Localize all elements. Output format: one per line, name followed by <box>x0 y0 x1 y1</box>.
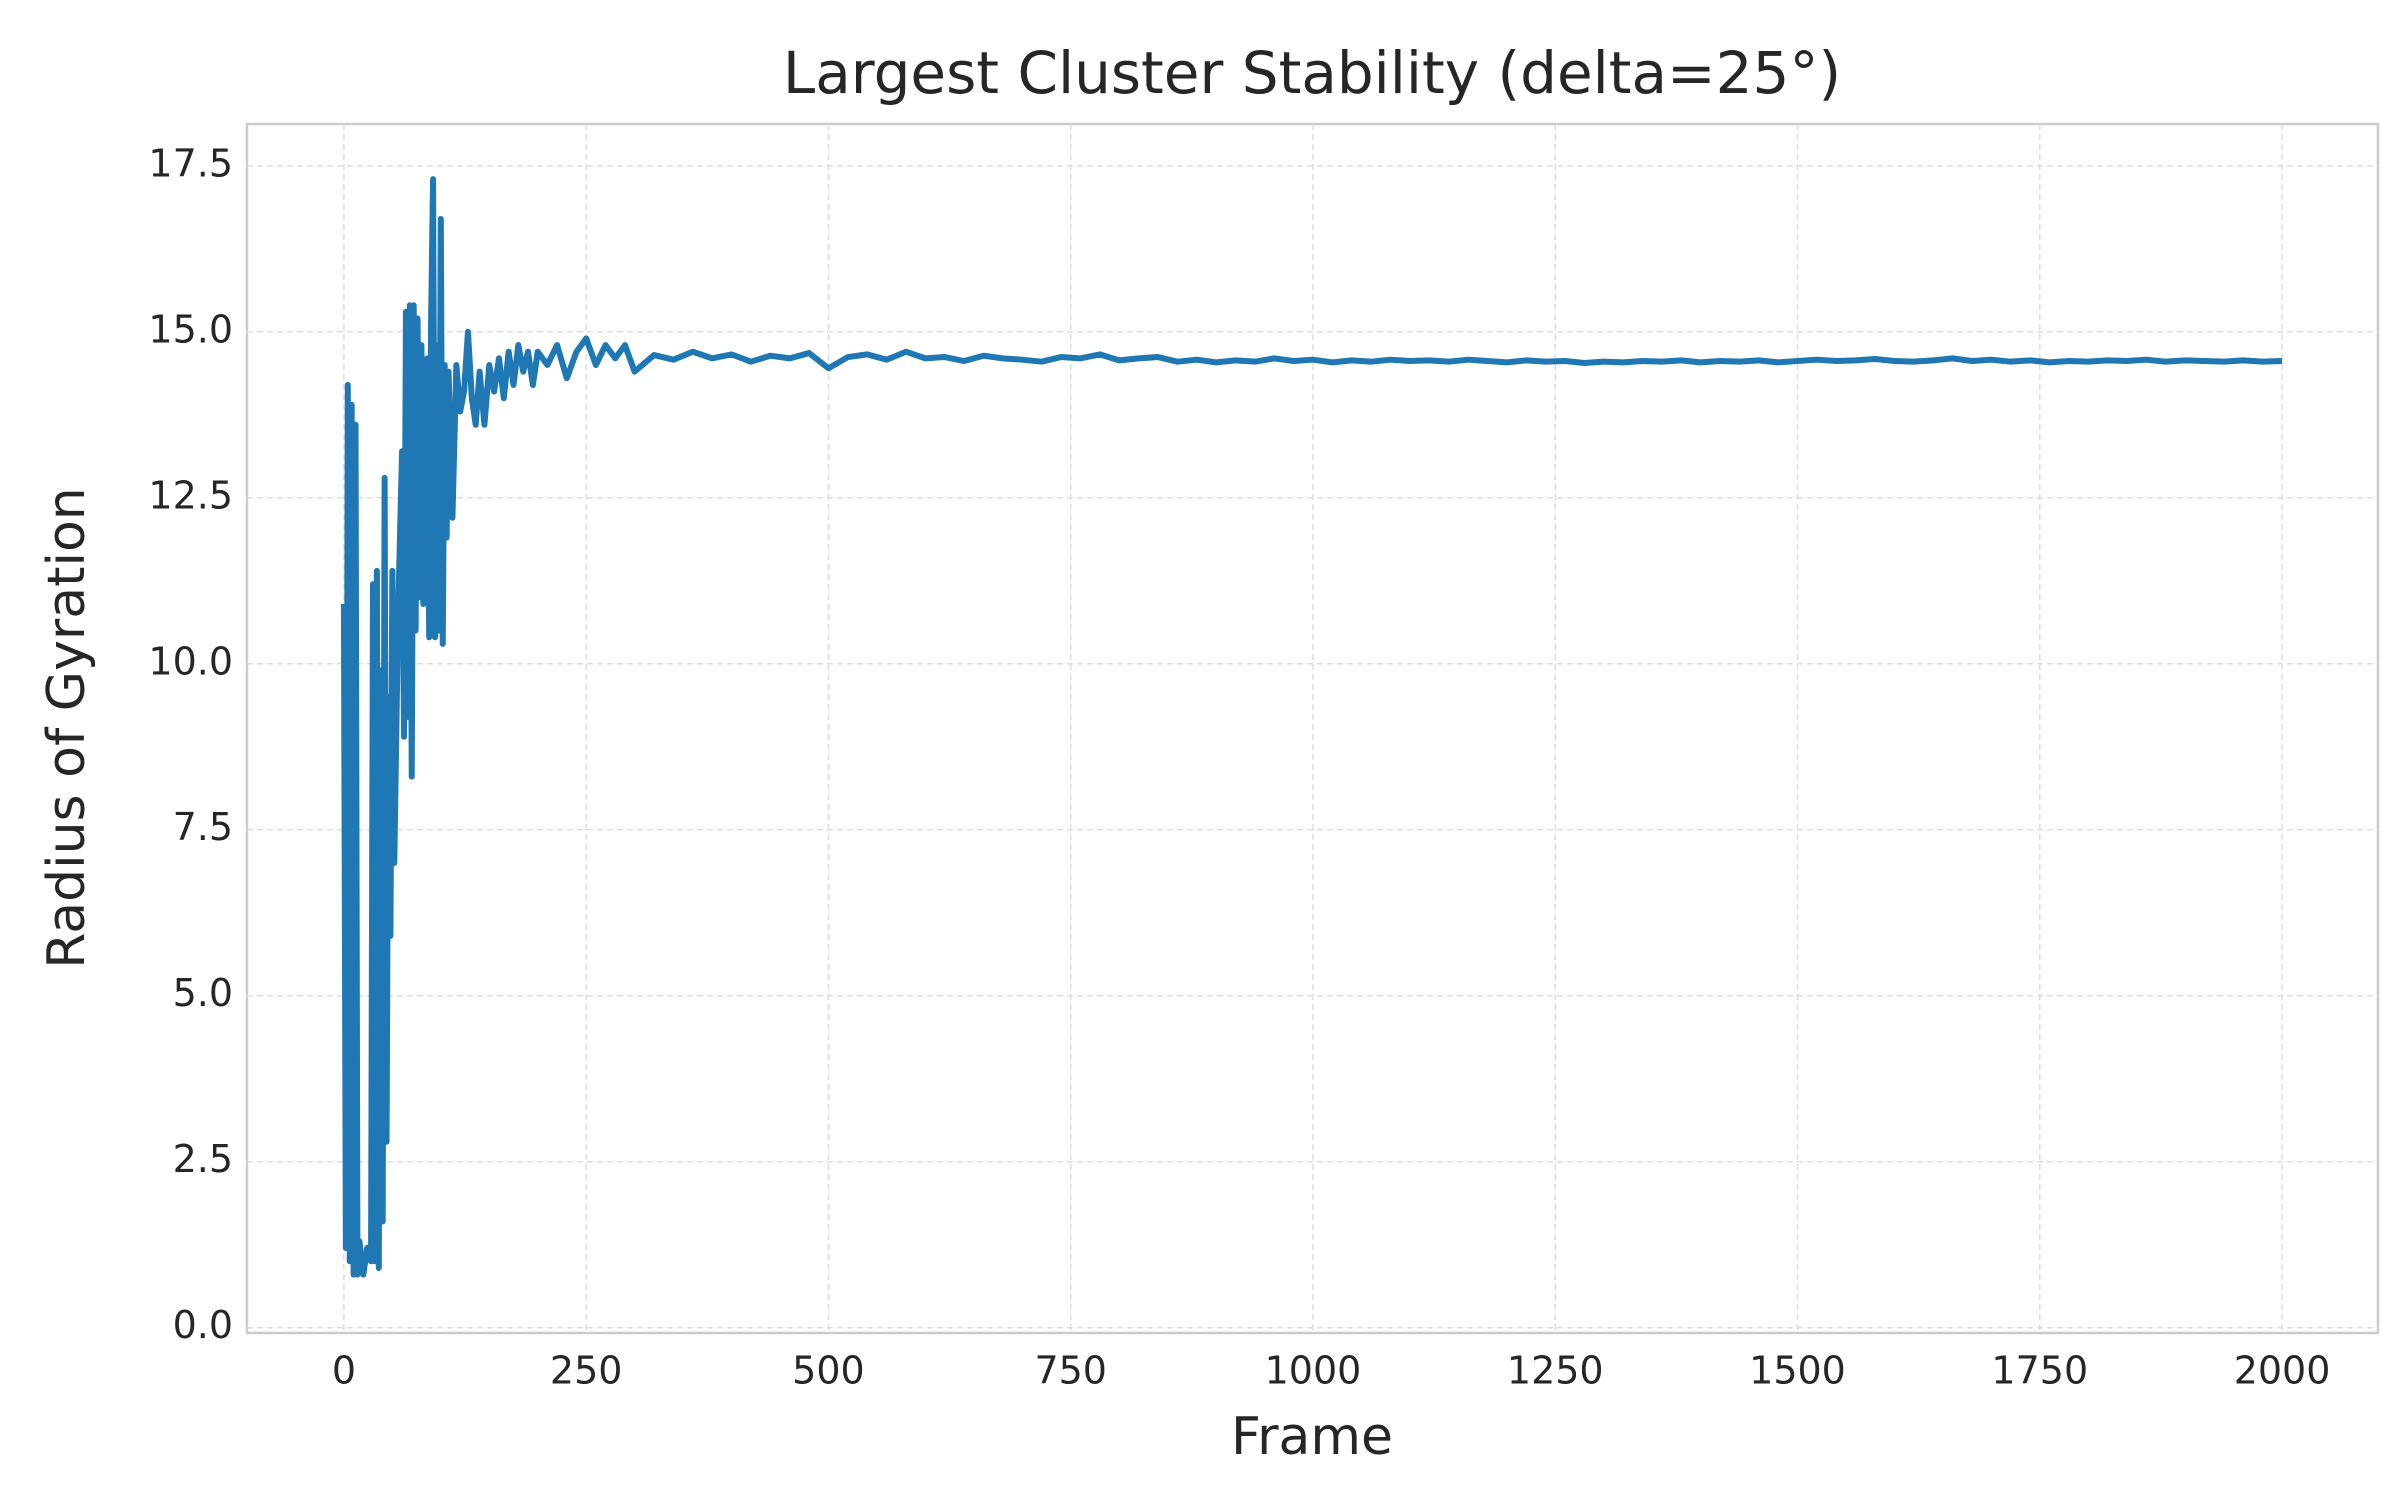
y-tick-label: 7.5 <box>173 805 233 849</box>
y-tick-label: 5.0 <box>173 971 233 1015</box>
y-tick-label: 17.5 <box>148 141 233 185</box>
y-tick-label: 0.0 <box>173 1303 233 1347</box>
x-tick-label: 1250 <box>1507 1349 1604 1393</box>
x-tick-label: 250 <box>550 1349 623 1393</box>
chart-title: Largest Cluster Stability (delta=25°) <box>783 39 1841 107</box>
x-tick-label: 0 <box>332 1349 356 1393</box>
x-tick-label: 500 <box>792 1349 865 1393</box>
y-tick-label: 2.5 <box>173 1137 233 1181</box>
x-tick-label: 1750 <box>1991 1349 2088 1393</box>
y-tick-label: 10.0 <box>148 639 233 683</box>
y-tick-label: 15.0 <box>148 307 233 351</box>
y-axis-label: Radius of Gyration <box>37 487 97 968</box>
x-tick-label: 750 <box>1034 1349 1107 1393</box>
x-tick-label: 1500 <box>1749 1349 1846 1393</box>
y-tick-label: 12.5 <box>148 473 233 517</box>
x-tick-label: 2000 <box>2234 1349 2331 1393</box>
x-axis-label: Frame <box>1231 1407 1393 1467</box>
x-tick-label: 1000 <box>1265 1349 1362 1393</box>
data-line <box>340 176 2283 1278</box>
